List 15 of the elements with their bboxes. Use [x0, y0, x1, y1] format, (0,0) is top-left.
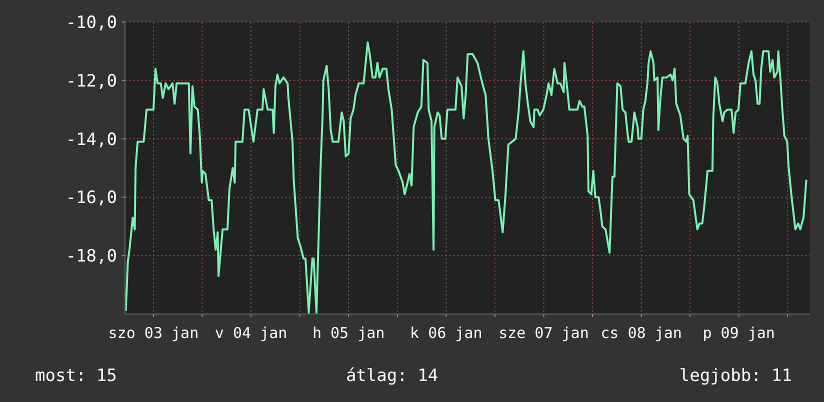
x-tick-label: k 06 jan [410, 324, 482, 342]
x-tick-label: sze 07 jan [498, 324, 589, 342]
y-tick-label: -12,0 [66, 71, 117, 92]
x-tick-label: cs 08 jan [600, 324, 682, 342]
y-tick-label: -18,0 [66, 246, 117, 267]
y-tick-label: -10,0 [66, 12, 117, 33]
text: legjobb: 11 [679, 366, 792, 386]
y-tick-label: -14,0 [66, 130, 117, 150]
x-tick-label: szo 03 jan [108, 324, 199, 342]
text: átlag: 14 [346, 366, 438, 386]
x-tick-label: h 05 jan [312, 324, 385, 342]
y-tick-label: -16,0 [66, 188, 117, 208]
x-tick-label: v 04 jan [214, 324, 288, 342]
text: most: 15 [35, 366, 117, 386]
x-tick-label: p 09 jan [702, 324, 775, 342]
